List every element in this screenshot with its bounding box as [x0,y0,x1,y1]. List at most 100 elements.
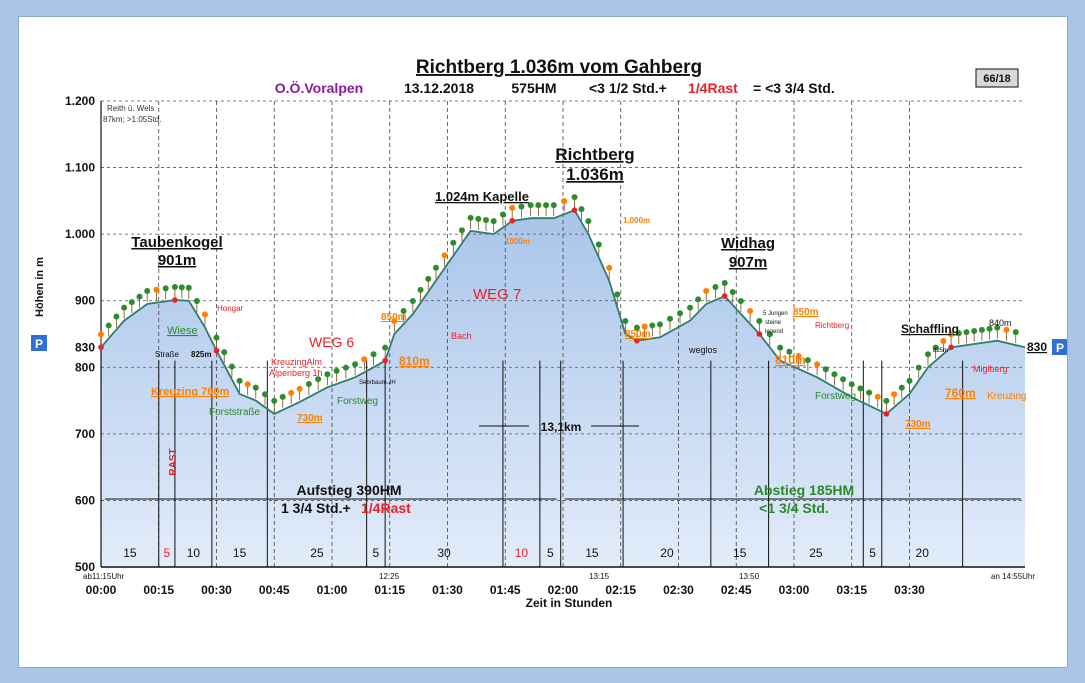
h830-right-label: 830 [1027,340,1047,354]
tree-icon [822,366,829,373]
tree-icon [971,327,978,334]
tree-icon [527,202,534,209]
tree-icon [561,198,568,205]
tree-icon [940,337,947,344]
tree-icon [550,202,557,209]
tree-icon [288,389,295,396]
tree-icon [382,344,389,351]
tree-icon [906,377,913,384]
elevation-chart: Richtberg 1.036m vom Gahberg O.Ö.Voralpe… [31,57,1068,610]
tree-icon [622,318,629,324]
abstieg-time: <1 3/4 Std. [759,500,829,516]
weg7-label: WEG 7 [473,286,521,303]
parking-marker-right: P [1056,341,1064,355]
tree-icon [963,329,970,336]
aufstieg-time: 1 3/4 Std.+ [281,500,351,516]
tree-icon [178,284,185,291]
segment-minutes: 5 [869,546,876,560]
waypoint-marker [721,293,728,299]
segment-minutes: 25 [310,546,324,560]
tree-icon [932,344,939,351]
bach-label: Bach [451,331,472,341]
waypoint-marker [634,337,640,344]
tree-icon [814,361,821,368]
tree-icon [509,204,516,211]
tree-icon [475,215,482,222]
tree-icon [144,288,151,295]
tree-icon [585,218,592,225]
tree-icon [831,371,838,378]
date-label: 13.12.2018 [404,80,474,96]
tree-icon [677,310,684,317]
waypoint-marker [172,297,178,303]
x-tick-label: 00:00 [86,583,117,597]
tree-icon [915,364,922,371]
tree-icon [417,286,424,293]
tree-icon [543,202,550,209]
tree-icon [425,275,432,282]
y-tick-label: 900 [75,294,95,308]
peak-widhag-height: 907m [729,254,767,271]
tree-icon [595,241,602,248]
tree-icon [518,203,525,210]
x-tick-label: 02:30 [663,583,694,597]
tree-icon [840,376,847,383]
tree-icon [641,323,648,330]
tree-icon [737,298,744,305]
tree-icon [756,318,763,324]
h730a-label: 730m [297,413,323,424]
waypoint-marker [756,331,763,337]
parking-marker-left-box [31,335,47,351]
h810a-label: 810m [399,354,430,368]
waypoint-marker [213,347,220,354]
tree-icon [450,239,457,246]
h1000a-label: 1000m [505,237,530,246]
forststrasse-label: Forststraße [209,407,261,418]
tree-icon [883,397,890,404]
segment-minutes: 15 [733,546,747,560]
strasse-label: Straße [155,350,180,359]
tree-icon [955,330,962,337]
tree-icon [128,299,135,306]
x-tick-label: 01:45 [490,583,521,597]
kapelle-label: 1.024m Kapelle [435,189,529,204]
region-label: O.Ö.Voralpen [275,80,363,96]
aufstieg-label: Aufstieg 390HM [296,482,401,498]
tree-icon [614,291,621,298]
tree-icon [409,298,416,305]
tree-icon [633,324,640,331]
chart-frame: Richtberg 1.036m vom Gahberg O.Ö.Voralpe… [18,16,1068,668]
tree-icon [252,384,259,391]
tree-icon [162,285,169,292]
reith-km: 87km; >1:05Std. [103,115,161,124]
tree-icon [98,331,104,338]
tree-icon [432,264,439,271]
miglberg-label: Miglberg [973,364,1008,374]
h850a-label: 850m [381,312,407,323]
tree-icon [201,311,208,318]
waypoint-marker [382,357,388,364]
peak-richtberg-height: 1.036m [566,165,624,184]
tree-icon [113,313,120,320]
tree-icon [687,304,694,311]
h1000b-label: 1.000m [623,216,650,225]
page-badge-box [975,68,1019,88]
tree-icon [171,284,178,291]
end-time: an 14:55Uhr [991,572,1035,581]
tree-icon [649,322,656,329]
segment-minutes: 15 [585,546,599,560]
x-axis-title: Zeit in Stunden [526,596,613,610]
tree-icon [924,351,931,358]
tree-icon [1003,326,1010,333]
tree-icon [667,315,674,322]
segment-minutes: 20 [660,546,674,560]
segment-minutes: 15 [233,546,247,560]
segment-minutes: 30 [437,546,451,560]
x-tick-label: 03:15 [836,583,867,597]
tree-icon [729,289,736,296]
tree-icon [747,308,754,315]
forstweg1-label: Forstweg [337,396,378,407]
tree-icon [571,194,578,201]
aufstieg-rast: 1/4Rast [361,500,411,516]
tree-icon [391,318,398,324]
